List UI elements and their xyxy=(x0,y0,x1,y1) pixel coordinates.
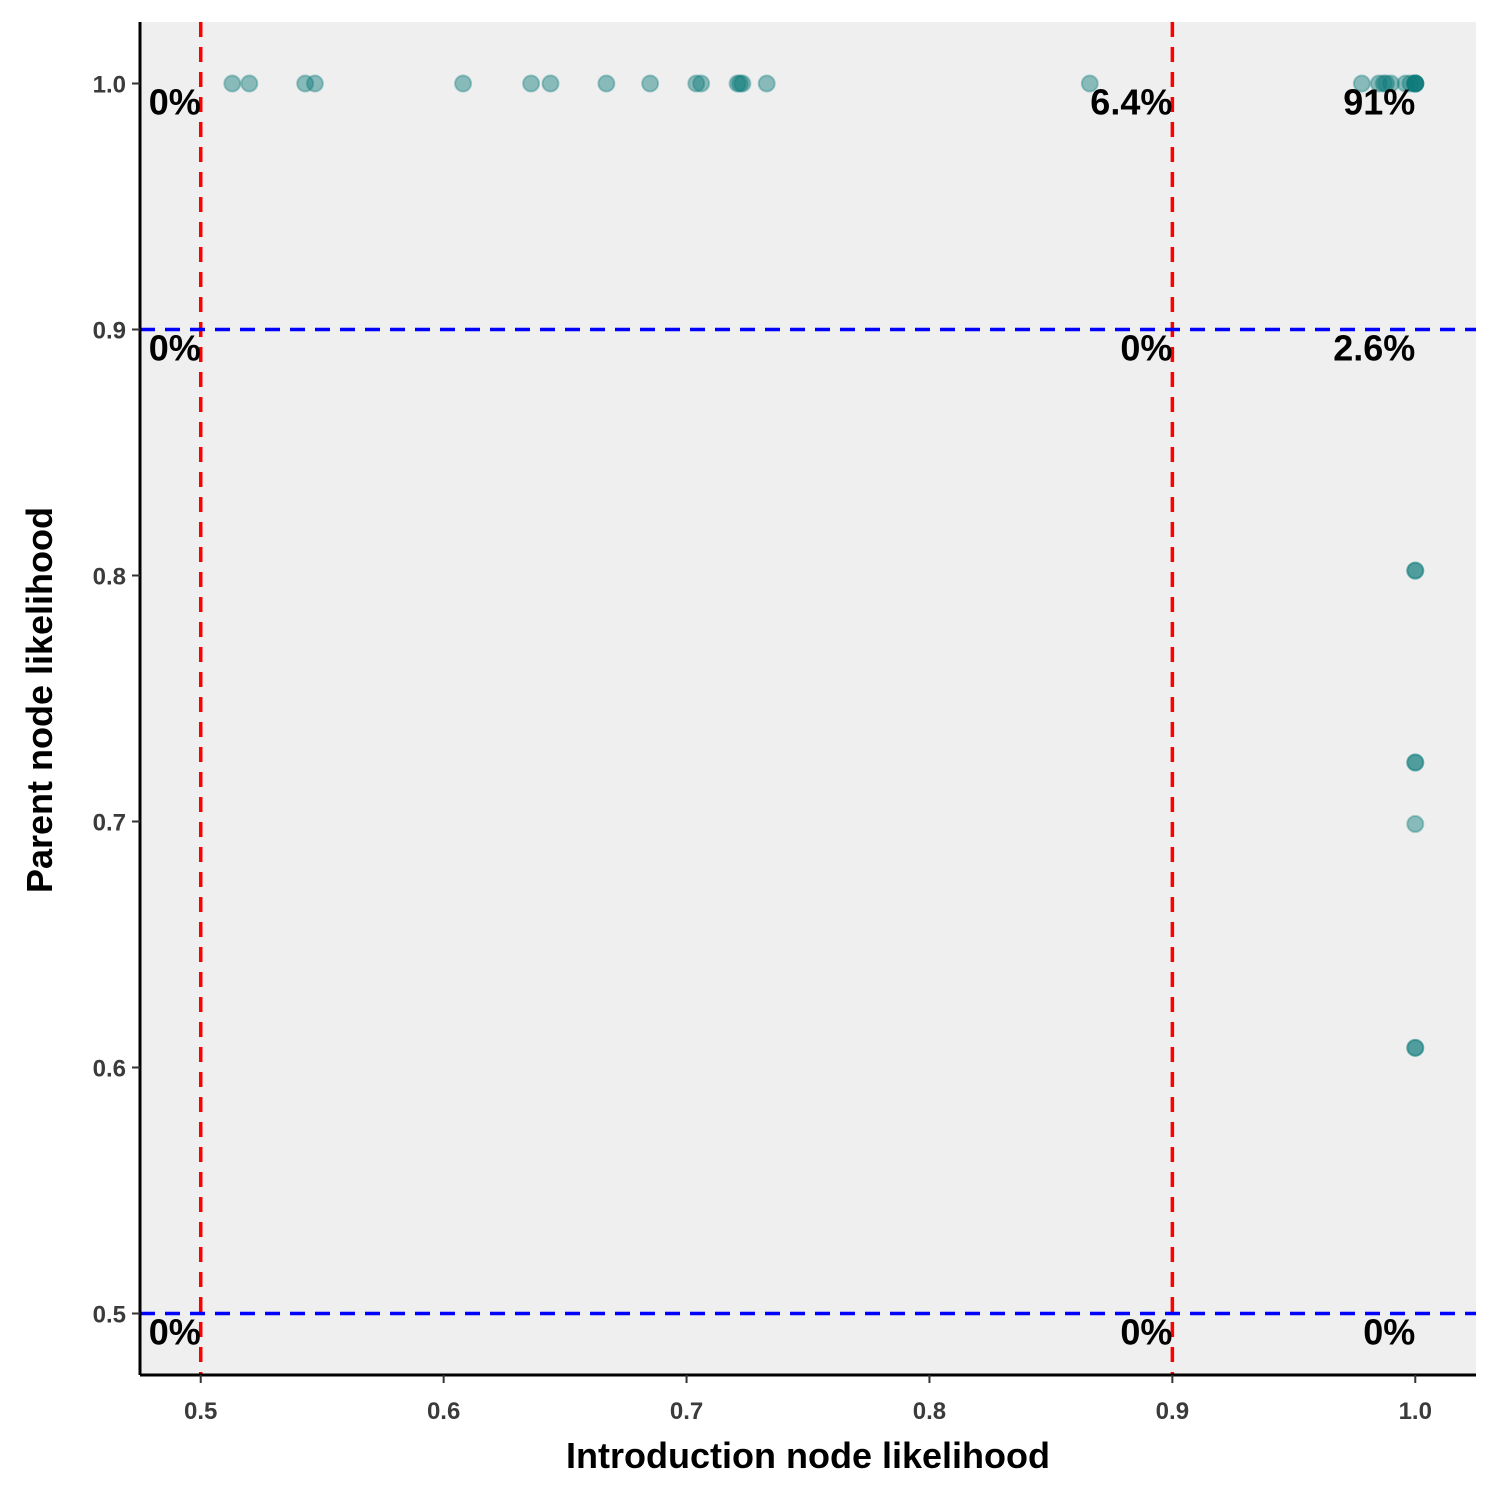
data-point xyxy=(1406,1038,1425,1057)
data-point xyxy=(597,74,616,93)
y-tick-label: 0.8 xyxy=(93,564,126,591)
y-axis-ticks: 0.5 0.6 0.7 0.8 0.9 1.0 xyxy=(93,72,140,1329)
data-point xyxy=(730,74,749,93)
data-point xyxy=(1406,74,1425,93)
quadrant-percentage-label: 2.6% xyxy=(1333,328,1415,369)
data-point xyxy=(1406,561,1425,580)
quadrant-percentage-label: 0% xyxy=(149,328,201,369)
data-point xyxy=(687,74,706,93)
data-point xyxy=(733,74,752,93)
y-tick-label: 0.5 xyxy=(93,1302,126,1329)
data-points xyxy=(223,74,1425,1057)
data-point xyxy=(1396,74,1415,93)
x-tick-label: 1.0 xyxy=(1399,1398,1432,1425)
data-point xyxy=(641,74,660,93)
data-point xyxy=(1406,561,1425,580)
y-tick-label: 0.7 xyxy=(93,810,126,837)
x-tick-label: 0.9 xyxy=(1156,1398,1189,1425)
data-point xyxy=(1374,74,1393,93)
quadrant-percentage-label: 0% xyxy=(1363,1312,1415,1353)
data-point xyxy=(1401,74,1420,93)
data-point xyxy=(296,74,315,93)
data-point xyxy=(240,74,259,93)
data-point xyxy=(757,74,776,93)
data-point xyxy=(692,74,711,93)
data-point xyxy=(1377,74,1396,93)
data-point xyxy=(1406,753,1425,772)
x-axis-ticks: 0.5 0.6 0.7 0.8 0.9 1.0 xyxy=(184,1375,1432,1425)
y-axis-title: Parent node likelihood xyxy=(19,507,60,893)
data-point xyxy=(1406,1038,1425,1057)
data-point xyxy=(1406,74,1425,93)
data-point xyxy=(1406,814,1425,833)
data-point xyxy=(728,74,747,93)
data-point xyxy=(522,74,541,93)
data-point xyxy=(1406,74,1425,93)
y-tick-label: 1.0 xyxy=(93,72,126,99)
y-tick-label: 0.9 xyxy=(93,318,126,345)
data-point xyxy=(1080,74,1099,93)
quadrant-percentages: 0% 6.4% 91% 0% 0% 2.6% 0% 0% 0% xyxy=(149,82,1416,1353)
x-tick-label: 0.8 xyxy=(913,1398,946,1425)
data-point xyxy=(1352,74,1371,93)
threshold-lines xyxy=(140,22,1476,1375)
data-point xyxy=(1406,74,1425,93)
quadrant-percentage-label: 6.4% xyxy=(1090,82,1172,123)
data-point xyxy=(541,74,560,93)
data-point xyxy=(1406,74,1425,93)
data-point xyxy=(223,74,242,93)
quadrant-percentage-label: 91% xyxy=(1343,82,1415,123)
quadrant-percentage-label: 0% xyxy=(149,1312,201,1353)
data-point xyxy=(1369,74,1388,93)
plot-background xyxy=(140,22,1476,1375)
data-point xyxy=(454,74,473,93)
x-tick-label: 0.7 xyxy=(670,1398,703,1425)
data-point xyxy=(305,74,324,93)
quadrant-percentage-label: 0% xyxy=(1120,328,1172,369)
data-point xyxy=(1406,753,1425,772)
x-axis-title: Introduction node likelihood xyxy=(566,1435,1050,1476)
quadrant-percentage-label: 0% xyxy=(149,82,201,123)
y-tick-label: 0.6 xyxy=(93,1056,126,1083)
quadrant-percentage-label: 0% xyxy=(1120,1312,1172,1353)
x-tick-label: 0.6 xyxy=(427,1398,460,1425)
data-point xyxy=(1381,74,1400,93)
x-tick-label: 0.5 xyxy=(184,1398,217,1425)
